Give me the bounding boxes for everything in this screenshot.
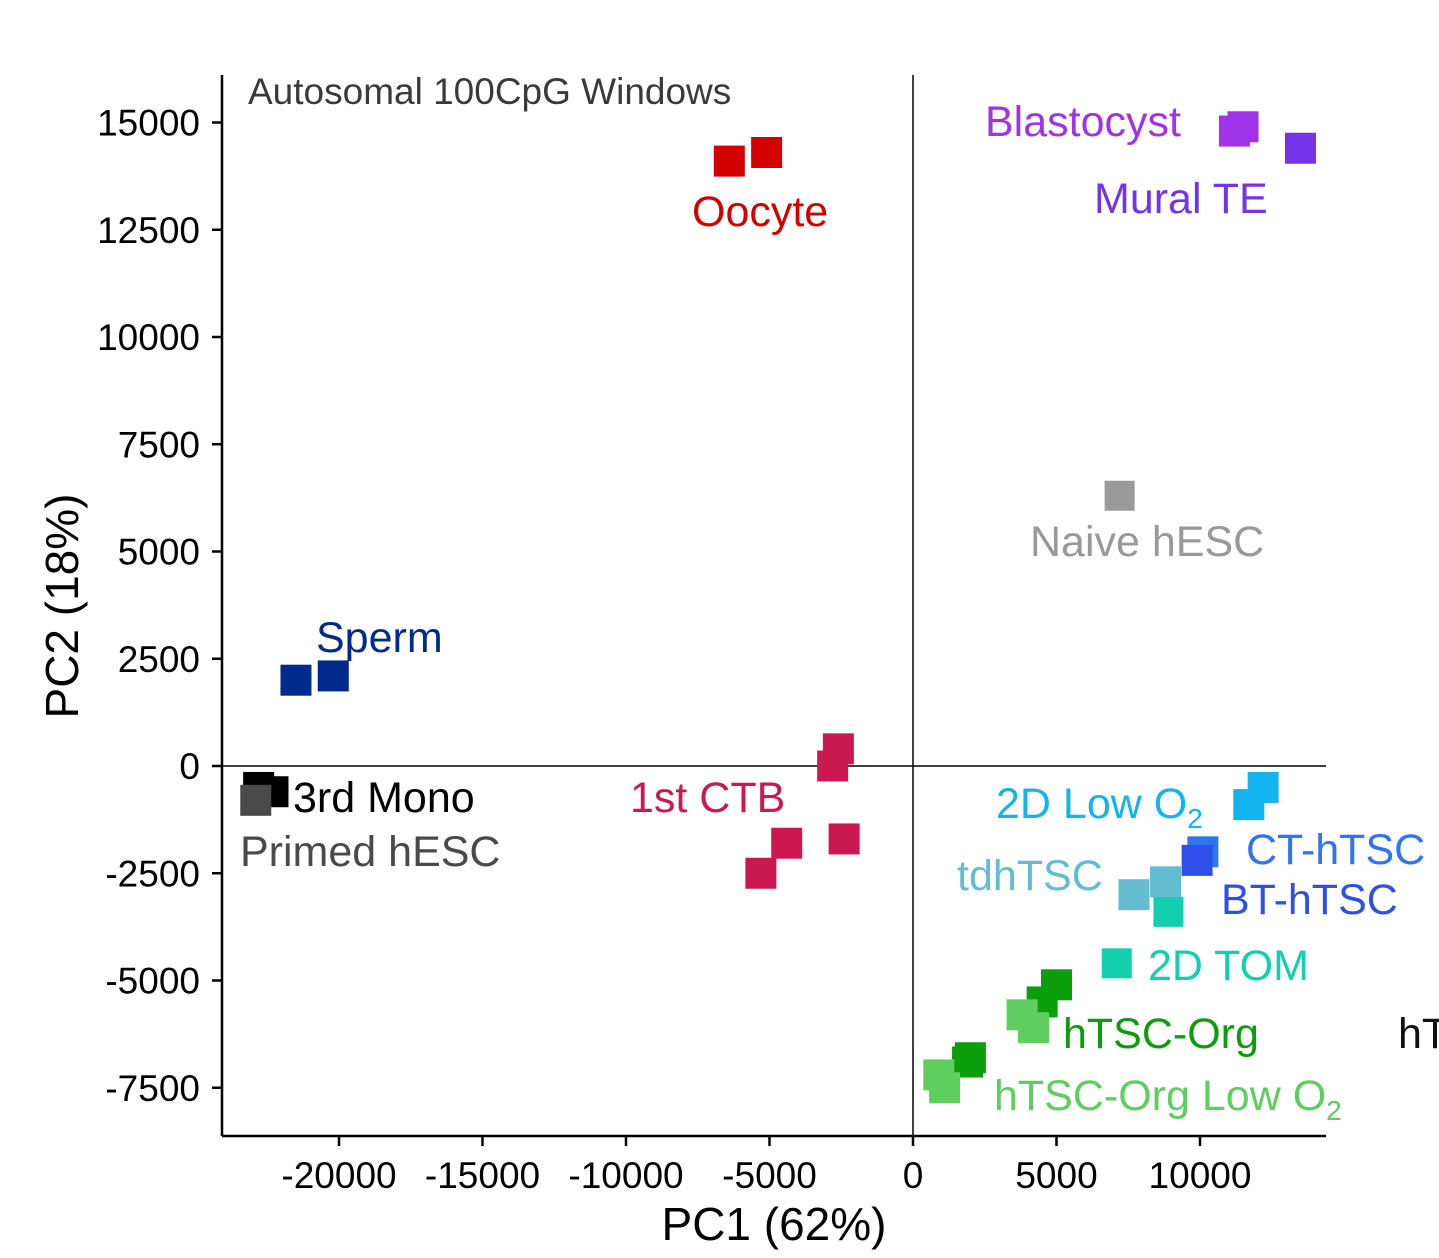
group-label: Naive hESC: [1030, 518, 1264, 566]
series-primed-hesc: [240, 784, 272, 816]
group-label: Oocyte: [692, 188, 828, 236]
y-axis-label: PC2 (18%): [36, 494, 88, 719]
data-point: [751, 137, 783, 169]
y-tick-label: 7500: [118, 424, 200, 465]
data-point: [1181, 844, 1213, 876]
series-htsc-org-low-o2: [923, 999, 1050, 1104]
data-point: [745, 857, 777, 889]
group-label: Primed hESC: [240, 828, 500, 876]
group-label: tdhTSC: [957, 852, 1103, 900]
data-point: [713, 145, 745, 177]
y-tick-label: 5000: [118, 532, 200, 573]
y-tick-label: -5000: [105, 961, 200, 1002]
y-tick-label: 2500: [118, 639, 200, 680]
x-axis-label: PC1 (62%): [662, 1198, 887, 1250]
x-tick-label: 5000: [1015, 1155, 1097, 1196]
group-label: Sperm: [316, 614, 443, 662]
series-tdhtsc: [1118, 866, 1182, 911]
x-tick-label: -15000: [425, 1155, 540, 1196]
series-naive-hesc: [1104, 480, 1135, 511]
group-label: 2D Low O2: [996, 780, 1203, 834]
data-point: [1153, 896, 1184, 927]
data-point: [317, 660, 349, 692]
data-point: [1104, 480, 1135, 511]
group-label: hTSC-Org Low O2: [994, 1072, 1342, 1126]
group-label: Mural TE: [1094, 175, 1268, 223]
data-point: [240, 784, 272, 816]
y-tick-label: -7500: [105, 1068, 200, 1109]
data-points: [240, 111, 1316, 1104]
group-label: Blastocyst: [985, 98, 1181, 146]
data-point: [1233, 789, 1265, 821]
data-point: [1118, 879, 1150, 911]
series-oocyte: [713, 137, 783, 177]
group-label: 3rd Mono: [293, 774, 475, 822]
series-2d-tom: [1101, 896, 1184, 979]
group-label: 1st CTB: [630, 774, 785, 822]
series-sperm: [280, 660, 349, 696]
label-subscript: 2: [1187, 803, 1203, 834]
y-tick-label: 12500: [97, 210, 200, 251]
data-point: [1018, 1012, 1050, 1044]
group-labels: Oocyte Blastocyst Mural TE Naive hESC Sperm 1…: [240, 98, 1425, 1126]
group-label: BT-hTSC: [1221, 876, 1398, 924]
group-label: hTSC-Org: [1063, 1010, 1259, 1058]
x-tick-label: 10000: [1149, 1155, 1252, 1196]
x-tick-label: -10000: [568, 1155, 683, 1196]
data-point: [929, 1072, 961, 1104]
cutoff-label: hT: [1398, 1010, 1439, 1058]
data-point: [817, 750, 849, 782]
series-2d-low-o2: [1233, 771, 1279, 821]
series-blastocyst: [1218, 111, 1259, 147]
y-tick-label: 10000: [97, 317, 200, 358]
series-bt-htsc: [1181, 844, 1213, 876]
x-tick-label: -5000: [722, 1155, 817, 1196]
series-1st-ctb: [745, 733, 860, 889]
data-point: [1101, 948, 1132, 979]
axes: 1500012500100007500500025000-2500-5000-7…: [97, 75, 1326, 1196]
data-point: [1218, 115, 1250, 147]
series-mural-te: [1284, 132, 1316, 164]
group-label: 2D TOM: [1148, 942, 1309, 990]
x-tick-label: 0: [903, 1155, 924, 1196]
x-tick-label: -20000: [281, 1155, 396, 1196]
data-point: [1150, 866, 1182, 898]
data-point: [280, 664, 312, 696]
label-subscript: 2: [1326, 1095, 1342, 1126]
data-point: [771, 827, 803, 859]
series-htsc-org: [952, 969, 1072, 1078]
y-tick-label: -2500: [105, 853, 200, 894]
group-label: CT-hTSC: [1246, 826, 1425, 874]
data-point: [828, 823, 860, 855]
y-tick-label: 0: [179, 746, 200, 787]
data-point: [1284, 132, 1316, 164]
chart-title: Autosomal 100CpG Windows: [248, 71, 731, 112]
y-tick-label: 15000: [97, 103, 200, 144]
